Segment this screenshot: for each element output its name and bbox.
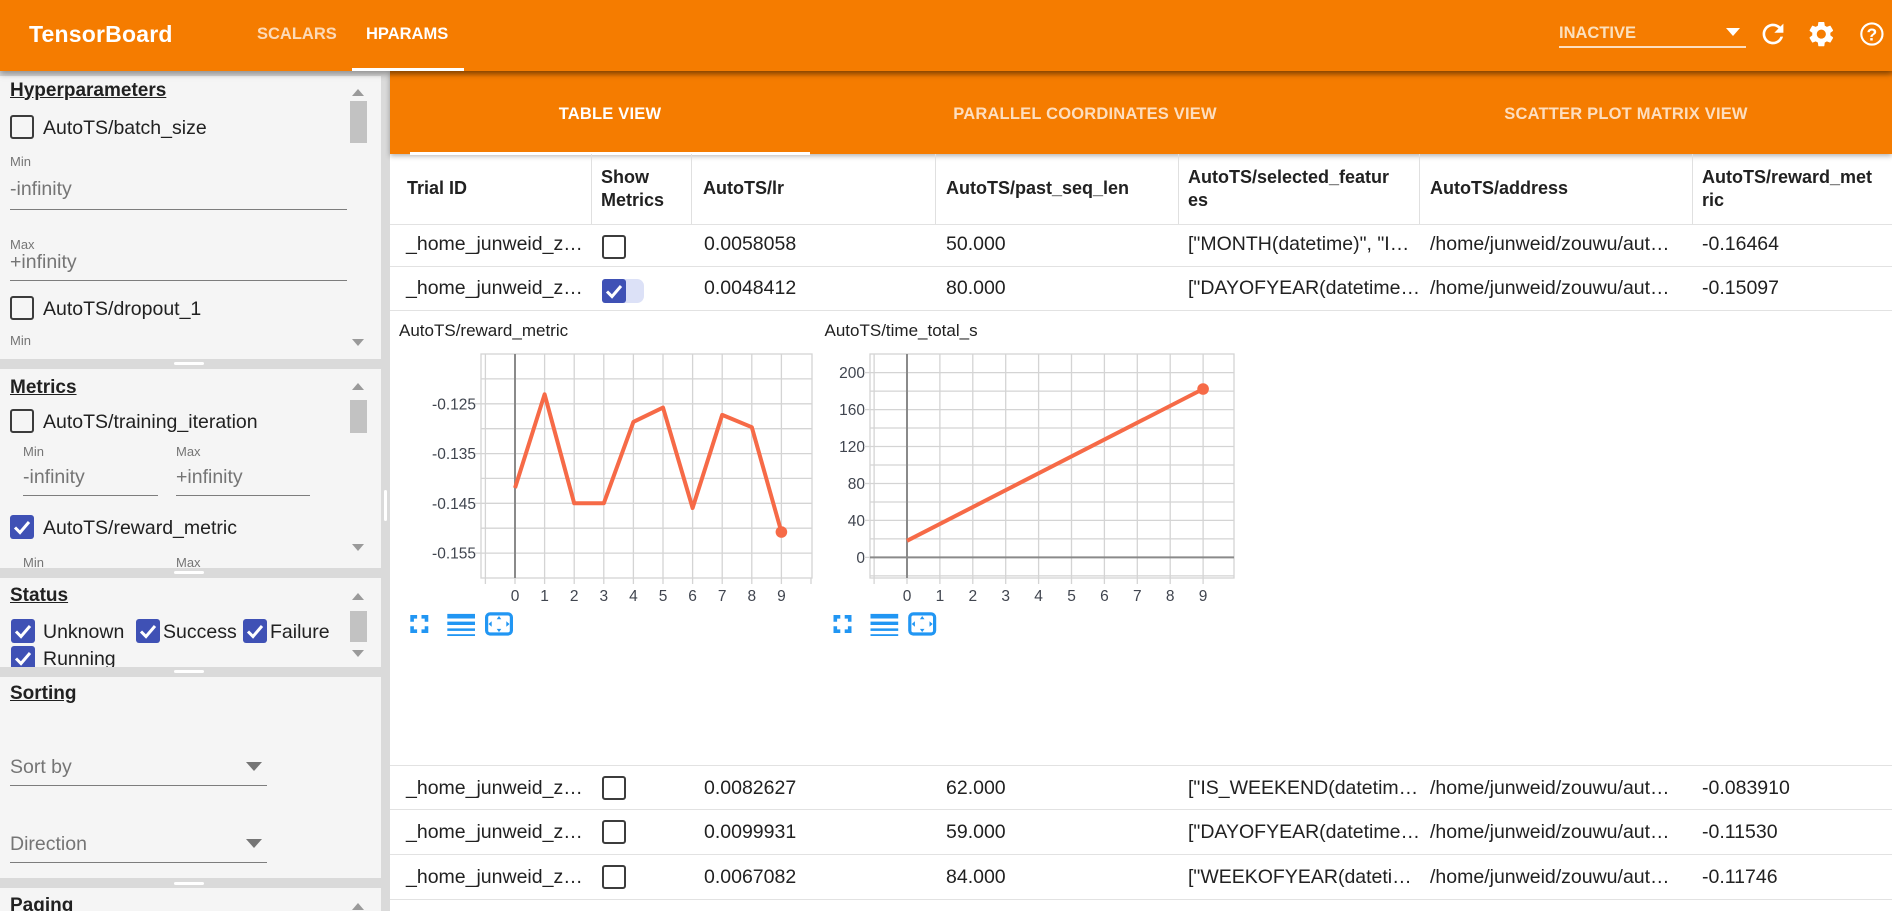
- svg-text:-0.135: -0.135: [432, 446, 476, 463]
- svg-text:5: 5: [1067, 588, 1076, 605]
- svg-text:200: 200: [839, 365, 865, 382]
- svg-text:-0.155: -0.155: [432, 546, 476, 563]
- svg-text:80: 80: [848, 476, 866, 493]
- svg-text:-0.145: -0.145: [432, 496, 476, 513]
- svg-text:2: 2: [968, 588, 977, 605]
- svg-text:7: 7: [718, 588, 727, 605]
- svg-text:2: 2: [570, 588, 579, 605]
- svg-text:0: 0: [856, 550, 865, 567]
- svg-text:8: 8: [1166, 588, 1175, 605]
- svg-text:1: 1: [936, 588, 945, 605]
- svg-text:0: 0: [511, 588, 520, 605]
- svg-text:4: 4: [629, 588, 638, 605]
- svg-text:160: 160: [839, 402, 865, 419]
- svg-text:4: 4: [1034, 588, 1043, 605]
- svg-text:?: ?: [1867, 24, 1878, 44]
- svg-text:-0.125: -0.125: [432, 396, 476, 413]
- svg-text:120: 120: [839, 439, 865, 456]
- svg-text:3: 3: [1001, 588, 1010, 605]
- svg-text:1: 1: [540, 588, 549, 605]
- svg-text:0: 0: [903, 588, 912, 605]
- svg-text:6: 6: [688, 588, 697, 605]
- svg-text:5: 5: [659, 588, 668, 605]
- svg-text:9: 9: [1199, 588, 1208, 605]
- svg-text:7: 7: [1133, 588, 1142, 605]
- svg-text:6: 6: [1100, 588, 1109, 605]
- svg-text:8: 8: [747, 588, 756, 605]
- svg-text:3: 3: [599, 588, 608, 605]
- svg-text:40: 40: [848, 513, 866, 530]
- svg-text:9: 9: [777, 588, 786, 605]
